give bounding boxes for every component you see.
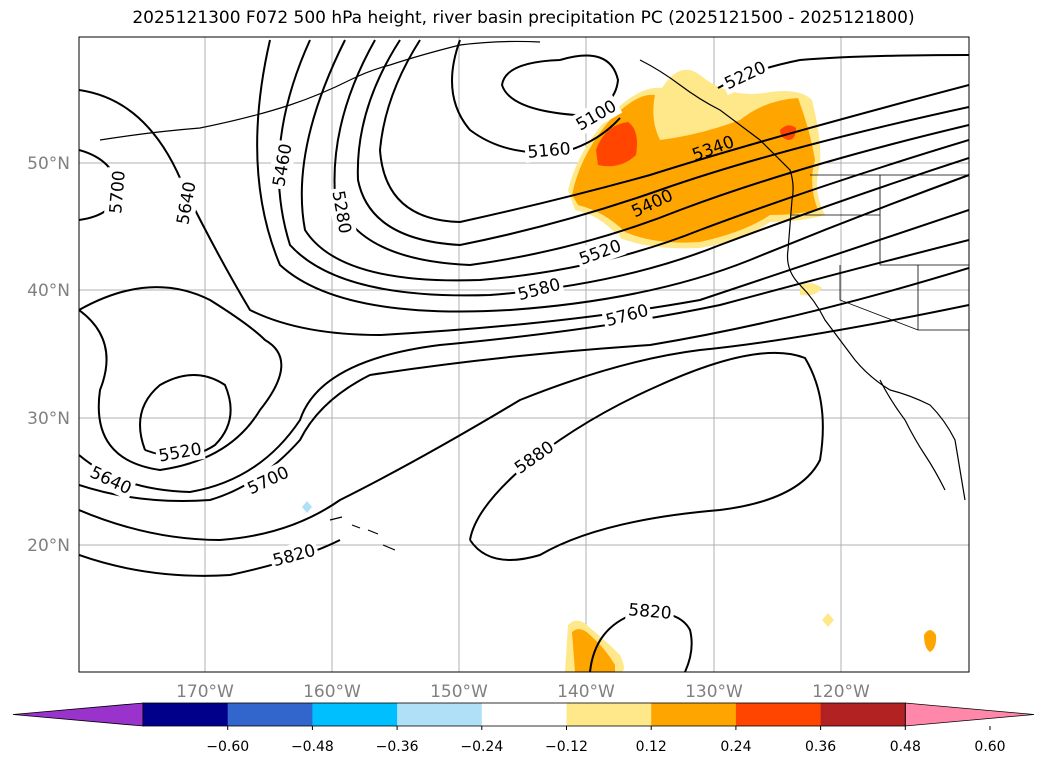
colorbar-extend-low [12,702,144,727]
colorbar-segment [820,703,906,726]
contour-5340 [356,39,969,247]
colorbar-segment [227,703,313,726]
contour-5820-west [79,304,969,542]
latitude-labels: 50°N 40°N 30°N 20°N [27,154,70,556]
north-america-coast [639,59,966,501]
colorbar-frame [142,702,906,727]
contour-label-5160: 5160 [527,139,572,163]
colorbar-segment [312,703,398,726]
contour-5460 [300,39,969,282]
colorbar-extend-high [904,702,1035,727]
precip-small-2 [822,613,834,627]
lat-label-40n: 40°N [27,281,70,301]
colorbar-segment [397,703,483,726]
map-title: 2025121300 F072 500 hPa height, river ba… [132,8,915,28]
colorbar-segment [566,703,652,726]
colorbar-segment [481,703,567,726]
colorbar-tick-label: 0.12 [636,739,667,755]
colorbar-tick-label: −0.24 [460,739,503,755]
precip-red-1 [596,122,637,167]
contour-5160 [451,39,621,154]
lon-label-120w: 120°W [812,682,870,702]
lon-label-140w: 140°W [557,682,615,702]
contour-label-5820-b: 5820 [627,600,672,624]
lat-label-20n: 20°N [27,536,70,556]
precipitation-shading [302,69,937,672]
contour-5520 [277,39,969,297]
longitude-labels: 170°W 160°W 150°W 140°W 130°W 120°W [176,682,870,702]
plot-frame [78,36,970,673]
precip-small-3 [924,630,937,652]
borders [790,174,969,331]
colorbar-tick-label: −0.12 [545,739,588,755]
lon-label-150w: 150°W [430,682,488,702]
precip-red-2 [780,125,796,140]
colorbar-tick-label: −0.60 [206,739,249,755]
colorbar-segment [651,703,737,726]
colorbar: −0.60 −0.48 −0.36 −0.24 −0.12 0.12 0.24 0.36 0.4… [12,702,1035,755]
contour-5580 [256,39,969,313]
height-contours [79,39,969,672]
plot-area [79,37,969,672]
contour-5400 [333,39,969,267]
contour-label-5700-a: 5700 [106,170,130,215]
precip-south-orange [572,629,615,672]
colorbar-tick-label: −0.48 [291,739,334,755]
contour-5700-south [79,267,969,502]
colorbar-tick-label: −0.36 [376,739,419,755]
precip-small-1 [800,283,822,296]
contour-5760 [79,239,969,494]
contour-5280 [378,39,969,224]
colorbar-tick-label: 0.24 [720,739,751,755]
colorbar-segment [143,703,229,726]
western-state-lines [790,175,969,331]
lat-label-30n: 30°N [27,409,70,429]
lon-label-170w: 170°W [176,682,234,702]
lon-label-130w: 130°W [685,682,743,702]
precip-negative-small [302,501,312,513]
colorbar-segment [735,703,822,726]
contour-5640-ring [79,286,283,472]
baja-california [879,379,946,491]
lat-label-50n: 50°N [27,154,70,174]
lon-label-160w: 160°W [303,682,361,702]
colorbar-tick-label: 0.36 [805,739,836,755]
hawaiian-islands [329,516,396,551]
colorbar-tick-label: 0.48 [890,739,921,755]
colorbar-tick-label: 0.60 [974,739,1005,755]
